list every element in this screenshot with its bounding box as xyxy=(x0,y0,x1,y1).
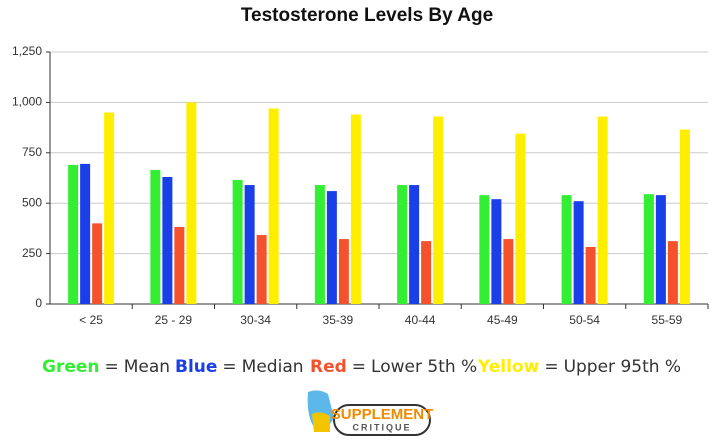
legend-item: Blue = Median xyxy=(175,357,304,377)
legend-separator: = xyxy=(544,357,558,377)
y-tick-label: 1,250 xyxy=(12,44,42,58)
y-tick-label: 0 xyxy=(35,296,42,310)
bar xyxy=(150,169,161,304)
bar xyxy=(409,185,420,304)
bar xyxy=(421,241,432,304)
legend-color-word: Red xyxy=(310,357,347,377)
bar xyxy=(80,163,91,304)
bar xyxy=(350,114,361,304)
legend-item: Red = Lower 5th % xyxy=(310,357,477,377)
legend-item: Green = Mean xyxy=(42,357,170,377)
bar xyxy=(597,116,608,305)
bar xyxy=(503,239,514,304)
bar xyxy=(68,164,79,304)
bar xyxy=(314,185,325,304)
bar xyxy=(655,195,666,304)
legend-color-word: Blue xyxy=(175,357,217,377)
bar xyxy=(104,112,115,304)
x-tick-label: < 25 xyxy=(79,313,103,327)
bar xyxy=(338,239,349,304)
bar xyxy=(232,180,243,304)
legend-separator: = xyxy=(222,357,236,377)
y-tick-label: 1,000 xyxy=(12,95,42,109)
bar xyxy=(433,116,444,305)
bar xyxy=(643,194,654,304)
bar xyxy=(573,201,584,304)
legend-separator: = xyxy=(105,357,119,377)
y-tick-label: 750 xyxy=(22,145,42,159)
bar xyxy=(667,241,678,304)
bar xyxy=(479,195,490,304)
x-tick-label: 50-54 xyxy=(569,313,600,327)
bar xyxy=(561,195,572,304)
x-tick-label: 25 - 29 xyxy=(155,313,193,327)
bar xyxy=(268,108,279,304)
bar xyxy=(679,129,690,304)
legend-color-word: Green xyxy=(42,357,100,377)
logo: SUPPLEMENT CRITIQUE xyxy=(307,390,434,436)
logo-frame xyxy=(333,404,431,436)
bar xyxy=(92,223,103,304)
x-tick-label: 40-44 xyxy=(405,313,436,327)
logo-text: SUPPLEMENT xyxy=(331,406,434,423)
bar xyxy=(174,226,185,304)
bar xyxy=(162,176,173,304)
bar xyxy=(515,133,526,304)
legend-label: Median xyxy=(242,357,304,377)
x-tick-label: 55-59 xyxy=(652,313,683,327)
x-tick-label: 45-49 xyxy=(487,313,518,327)
x-tick-label: 35-39 xyxy=(323,313,354,327)
legend-item: Yellow = Upper 95th % xyxy=(477,357,681,377)
chart-title: Testosterone Levels By Age xyxy=(241,5,493,26)
bar xyxy=(585,246,596,304)
logo-subtext: CRITIQUE xyxy=(352,422,411,432)
legend-label: Mean xyxy=(124,357,170,377)
bar xyxy=(186,102,197,305)
bar xyxy=(397,185,408,304)
legend-label: Upper 95th % xyxy=(564,357,682,377)
bar xyxy=(256,235,267,304)
bar xyxy=(491,199,502,304)
logo-icon-base xyxy=(312,412,330,432)
legend-color-word: Yellow xyxy=(477,357,540,377)
x-tick-label: 30-34 xyxy=(240,313,271,327)
legend-separator: = xyxy=(352,357,366,377)
bar xyxy=(244,185,255,304)
bar xyxy=(326,191,337,304)
y-tick-label: 500 xyxy=(22,195,42,209)
legend-label: Lower 5th % xyxy=(371,357,477,377)
y-tick-label: 250 xyxy=(22,246,42,260)
